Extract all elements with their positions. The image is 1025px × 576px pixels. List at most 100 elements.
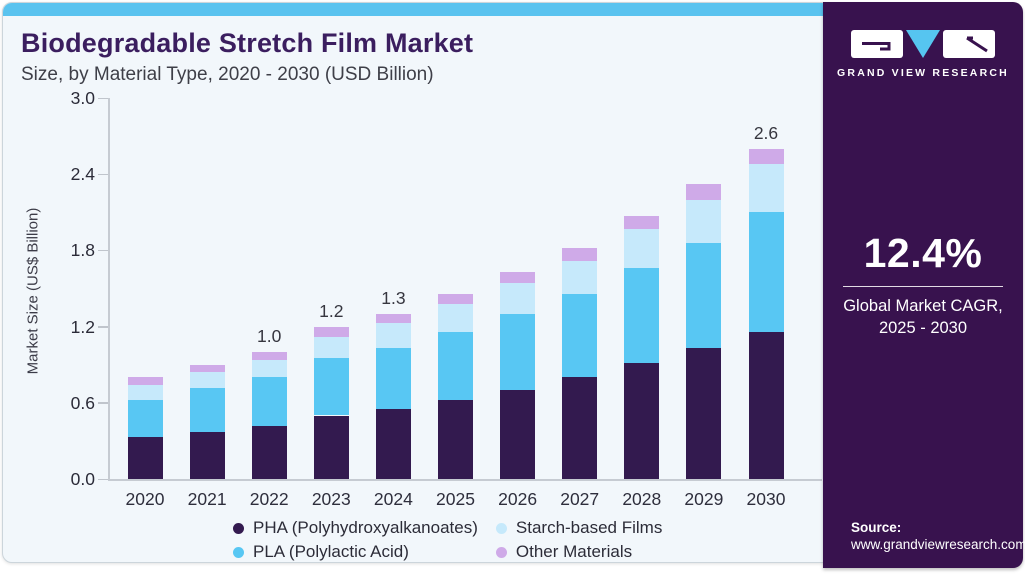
y-tick-mark	[98, 402, 108, 404]
legend-item: PLA (Polylactic Acid)	[233, 540, 478, 562]
source-url: www.grandviewresearch.com	[851, 537, 1025, 552]
y-axis-title: Market Size (US$ Billion)	[24, 207, 42, 375]
cagr-label-line2: 2025 - 2030	[878, 319, 968, 338]
bar-segment-starch-based	[686, 199, 722, 243]
legend-label: PLA (Polylactic Acid)	[253, 542, 409, 561]
source-block: Source: www.grandviewresearch.com	[851, 520, 1025, 552]
legend-dot-icon	[495, 522, 507, 534]
x-tick-label: 2026	[498, 489, 538, 509]
logo-text: GRAND VIEW RESEARCH	[837, 67, 1009, 79]
bar-segment-starch-based	[624, 228, 660, 269]
source-label: Source:	[851, 520, 902, 535]
y-tick-label: 0.6	[70, 392, 95, 413]
bar-total-label: 1.2	[319, 300, 344, 321]
y-tick-label: 1.2	[70, 316, 95, 337]
bar-segment-pla	[686, 242, 722, 349]
legend-dot-icon	[233, 546, 244, 558]
logo-marks	[823, 30, 1023, 58]
bar-total-label: 1.0	[257, 326, 282, 346]
chart-title: Biodegradable Stretch Film Market	[21, 28, 474, 58]
bar-segment-starch-based	[375, 322, 411, 349]
bar-segment-other	[127, 377, 163, 385]
bar-segment-pha	[375, 409, 411, 479]
bar-segment-pha	[500, 390, 536, 479]
cagr-value: 12.4%	[863, 230, 983, 276]
bar-segment-pha	[686, 348, 722, 479]
bar-segment-other	[562, 247, 598, 261]
bar-segment-pha	[189, 432, 225, 479]
legend-dot-icon	[495, 546, 507, 558]
bar-segment-other	[500, 271, 536, 284]
legend-label: Starch-based Films	[515, 518, 663, 537]
bar-segment-pha	[251, 425, 287, 479]
bar-segment-pla	[375, 348, 411, 410]
legend-item: Other Materials	[495, 540, 662, 562]
legend-item: Starch-based Films	[495, 516, 663, 540]
bar-segment-pha	[562, 377, 598, 479]
bar-total-label: 1.3	[381, 287, 406, 308]
x-tick-label: 2021	[187, 489, 227, 509]
chart-subtitle: Size, by Material Type, 2020 - 2030 (USD…	[21, 64, 434, 85]
bar-segment-pla	[438, 331, 473, 401]
y-tick-label: 1.8	[70, 240, 95, 261]
bar-segment-other	[375, 313, 411, 323]
bar-segment-other	[438, 293, 473, 304]
bar-segment-starch-based	[500, 283, 536, 314]
x-tick-label: 2024	[373, 489, 413, 509]
bar-segment-pla	[189, 387, 225, 432]
bar-segment-starch-based	[562, 260, 598, 294]
bar-segment-other	[748, 148, 784, 165]
bar-segment-starch-based	[438, 303, 473, 332]
bar-segment-starch-based	[313, 336, 349, 359]
chart-header: Biodegradable Stretch Film Market Size, …	[21, 28, 473, 86]
bar-segment-pla	[500, 313, 536, 391]
bar-segment-pla	[313, 358, 349, 416]
x-tick-label: 2025	[436, 489, 475, 509]
bar-segment-pha	[438, 400, 473, 479]
cagr-label-line1: Global Market CAGR,	[843, 297, 1003, 315]
bar-segment-pla	[748, 212, 784, 332]
x-tick-label: 2030	[746, 489, 786, 509]
x-tick-label: 2020	[125, 489, 165, 509]
y-tick-mark	[98, 173, 108, 176]
stacked-bar-chart: Market Size (US$ Billion) 0.0 0.6 1.2 1.8 2.…	[3, 3, 831, 562]
bar-total-label: 2.6	[753, 122, 779, 143]
y-tick-mark	[98, 326, 108, 328]
bar-segment-starch-based	[189, 372, 225, 388]
y-tick-label: 2.4	[70, 164, 95, 185]
bar-segment-starch-based	[127, 385, 163, 401]
legend-label: Other Materials	[515, 542, 633, 561]
bar-segment-pla	[251, 377, 287, 426]
bar-segment-pha	[127, 437, 163, 479]
bar-segment-pla	[127, 400, 163, 438]
bar-segment-pha	[748, 331, 784, 479]
cagr-divider	[843, 286, 1003, 287]
legend-item: PHA (Polyhydroxyalkanoates)	[233, 516, 478, 540]
x-tick-label: 2028	[622, 489, 662, 509]
sidebar-panel: GRAND VIEW RESEARCH 12.4% Global Market …	[823, 2, 1025, 568]
chart-legend: PHA (Polyhydroxyalkanoates) PLA (Polylact…	[233, 516, 663, 562]
x-tick-label: 2022	[249, 489, 289, 509]
bar-segment-other	[313, 326, 349, 337]
logo-v-triangle-icon	[906, 30, 940, 58]
x-tick-label: 2029	[684, 489, 724, 509]
bar-segment-other	[189, 364, 225, 373]
legend-dot-icon	[233, 522, 244, 534]
bar-segment-starch-based	[251, 359, 287, 378]
chart-card: Biodegradable Stretch Film Market Size, …	[2, 2, 832, 563]
x-tick-label: 2023	[311, 489, 351, 509]
bar-segment-starch-based	[748, 164, 784, 213]
bar-segment-other	[624, 216, 660, 229]
cagr-block: 12.4% Global Market CAGR, 2025 - 2030	[823, 230, 1023, 340]
bar-segment-other	[251, 352, 287, 360]
x-tick-label: 2027	[560, 489, 600, 509]
y-axis-line	[108, 98, 110, 481]
y-tick-label: 3.0	[70, 88, 95, 108]
bar-segment-other	[686, 184, 722, 200]
y-tick-mark	[98, 249, 108, 252]
x-axis-line	[108, 479, 822, 481]
cagr-label: Global Market CAGR, 2025 - 2030	[823, 295, 1023, 340]
bar-segment-pla	[624, 268, 660, 364]
bar-segment-pha	[313, 415, 349, 479]
bar-segment-pha	[624, 363, 660, 479]
